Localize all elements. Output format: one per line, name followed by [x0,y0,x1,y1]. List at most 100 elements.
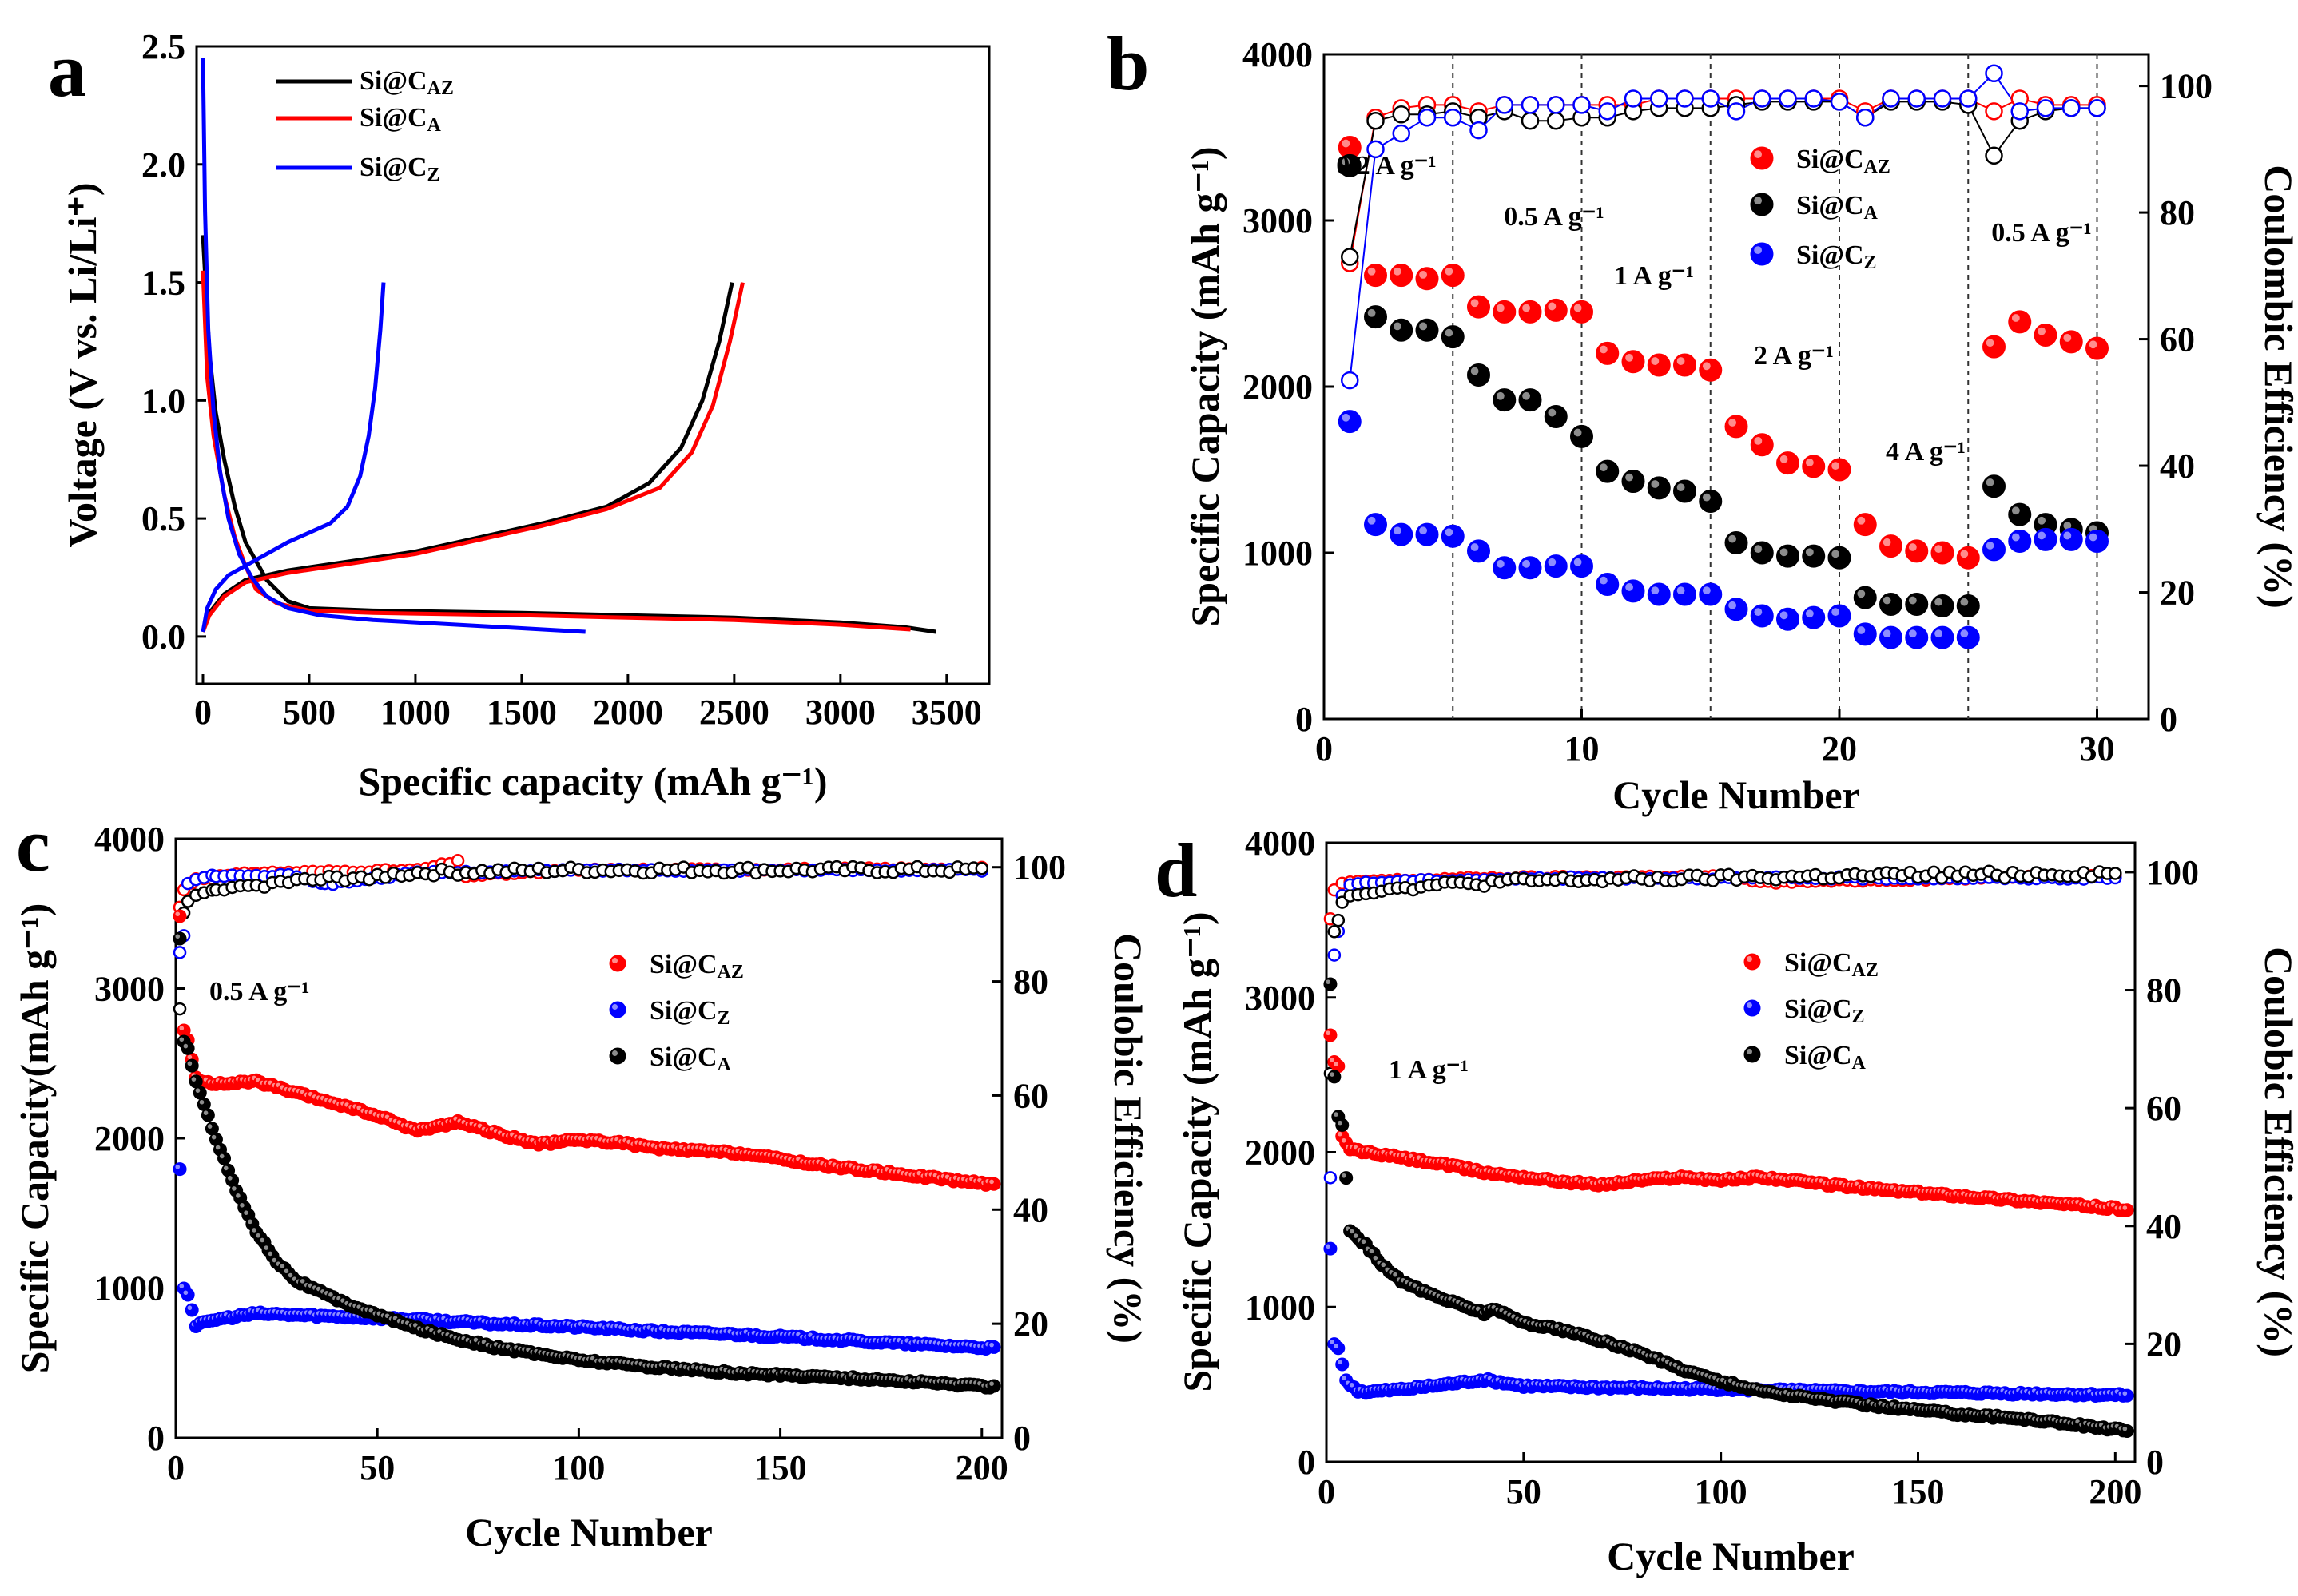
cap-point-Si@CZ-15 [1699,582,1723,606]
rate-label-b-3: 2 A g⁻¹ [1754,341,1834,371]
xtick-label-d-4: 200 [2089,1472,2141,1511]
rate-label-b-0: 0.2 A g⁻¹ [1336,151,1436,181]
y2tick-label-d-0: 0 [2146,1443,2164,1482]
cap-point-Si@CA-3 [1390,318,1413,342]
ytick-label-c-1: 1000 [94,1269,165,1308]
cap-point-Si@CAZ-12 [1621,350,1645,374]
cap-point-Si@CA-1-highlight [1326,979,1330,984]
cap-point-Si@CA-4-highlight [187,1061,193,1066]
cap-point-Si@CA-21-highlight [256,1233,260,1238]
cap-point-Si@CZ-2-highlight [179,1284,185,1288]
cap-point-Si@CZ-1-highlight [1326,1244,1330,1249]
ce-point-Si@CZ-1 [1341,371,1359,390]
ytick-label-a-1: 0.5 [141,499,185,538]
cap-point-Si@CZ-3-highlight [1334,1344,1338,1348]
cap-point-Si@CA-3-highlight [1393,322,1401,331]
cap-point-Si@CA-1 [173,931,187,946]
ce-point-Si@CA-3 [1331,913,1346,927]
ce-point-Si@CAZ-26 [1985,102,2003,121]
ytick-label-b-0: 0 [1295,700,1313,739]
legend-marker-d-2-highlight [1747,1049,1752,1054]
xtick-label-c-4: 200 [956,1448,1008,1487]
cap-point-Si@CZ-15-highlight [1702,586,1711,594]
xtick-label-a-2: 1000 [380,693,451,732]
cap-point-Si@CA-4-highlight [1419,322,1427,331]
cap-point-Si@CA-19 [1802,544,1826,568]
cap-point-Si@CAZ-4-highlight [1338,1131,1342,1137]
cap-point-Si@CA-13 [1647,476,1671,500]
cap-point-Si@CAZ-16-highlight [1728,419,1737,427]
cap-point-Si@CAZ-6 [1467,295,1490,319]
cap-point-Si@CZ-13 [1647,582,1671,606]
cap-point-Si@CZ-24-highlight [1934,629,1943,638]
cap-point-Si@CZ-2 [1364,513,1387,537]
ce-point-Si@CZ-11 [1598,102,1616,121]
ce-point-Si@CZ-7 [1495,96,1513,114]
cap-point-Si@CZ-14-highlight [1676,586,1685,594]
cap-point-Si@CA-28-highlight [2038,516,2046,525]
cap-point-Si@CAZ-3 [1390,264,1413,288]
y2tick-label-d-3: 60 [2146,1089,2181,1128]
cap-point-Si@CAZ-8-highlight [1522,304,1530,312]
cap-point-Si@CA-11 [1596,459,1620,483]
cap-point-Si@CAZ-5-highlight [1445,267,1453,276]
legend-marker-c-1-highlight [612,1004,618,1010]
legend-label-a-2: Si@CZ [360,153,440,185]
ytick-label-d-3: 3000 [1245,979,1315,1018]
cap-point-Si@CA-16-highlight [236,1193,241,1198]
cap-point-Si@CZ-26-highlight [1986,542,1994,550]
cap-point-Si@CZ-9-highlight [1548,558,1557,566]
cap-point-Si@CZ-17-highlight [1754,608,1763,617]
cap-point-Si@CA-8 [201,1108,215,1122]
cap-point-Si@CA-23-highlight [1908,596,1917,605]
panel-letter-d: d [1155,828,1197,913]
ylabel-a: Voltage (V vs. Li/Li⁺) [60,183,105,548]
legend-label-d-1: Si@CZ [1784,995,1865,1027]
cap-point-Si@CZ-6-highlight [1470,543,1479,551]
ce-point-Si@CZ-29 [2062,99,2081,117]
ce-point-Si@CZ-19 [1804,89,1823,108]
cap-point-Si@CAZ-4-highlight [1419,271,1427,279]
cap-point-Si@CZ-20 [1827,604,1851,628]
ce-point-Si@CZ-10 [1572,96,1591,114]
cap-point-Si@CA-16 [1724,531,1748,555]
cap-point-Si@CA-12-highlight [219,1153,225,1159]
cap-point-Si@CZ-4 [1335,1357,1350,1372]
cap-point-Si@CZ-3 [1390,522,1413,546]
cap-point-Si@CZ-9 [1544,554,1568,578]
cap-point-Si@CAZ-5-highlight [1342,1137,1346,1143]
cap-point-Si@CA-75-highlight [473,1337,479,1343]
y2tick-label-b-5: 100 [2160,67,2213,106]
ce-point-Si@CZ-8 [1521,96,1540,114]
cap-point-Si@CAZ-11 [1596,341,1620,365]
cap-point-Si@CAZ-22-highlight [1883,538,1891,546]
cap-point-Si@CA-10-highlight [1573,428,1582,437]
cap-point-Si@CAZ-26 [1982,335,2006,359]
legend-marker-d-1 [1743,999,1761,1017]
ce-point-Si@CZ-28 [2036,99,2055,117]
cap-point-Si@CAZ-1 [1323,1028,1338,1042]
legend-marker-c-0-highlight [612,958,618,963]
cap-point-Si@CZ-16-highlight [1728,601,1737,609]
cap-point-Si@CZ-1 [1338,410,1362,434]
y2tick-label-b-0: 0 [2160,700,2177,739]
cap-point-Si@CA-26 [1982,474,2006,498]
cap-point-Si@CAZ-3-highlight [1334,1062,1338,1066]
cap-point-Si@CAZ-30-highlight [2089,340,2097,349]
cap-point-Si@CA-11-highlight [215,1145,221,1150]
cap-point-Si@CA-7-highlight [1349,1229,1354,1234]
ce-point-Si@CZ-12 [1624,89,1643,108]
cap-point-Si@CA-12 [217,1151,232,1165]
xtick-label-a-0: 0 [194,693,212,732]
cap-point-Si@CA-84-highlight [1653,1353,1658,1359]
ce-point-Si@CA-200 [2109,867,2122,880]
cap-point-Si@CZ-4 [185,1303,199,1317]
cap-point-Si@CA-25 [1956,594,1980,618]
cap-point-Si@CA-29-highlight [288,1272,293,1278]
legend-marker-c-0 [609,955,626,972]
xtick-label-a-6: 3000 [805,693,876,732]
cap-point-Si@CA-2 [1327,1070,1342,1084]
panel-b: b Cycle Number Specific Capacity (mAh g⁻… [1107,21,2298,817]
cap-point-Si@CA-1-highlight [175,934,181,939]
